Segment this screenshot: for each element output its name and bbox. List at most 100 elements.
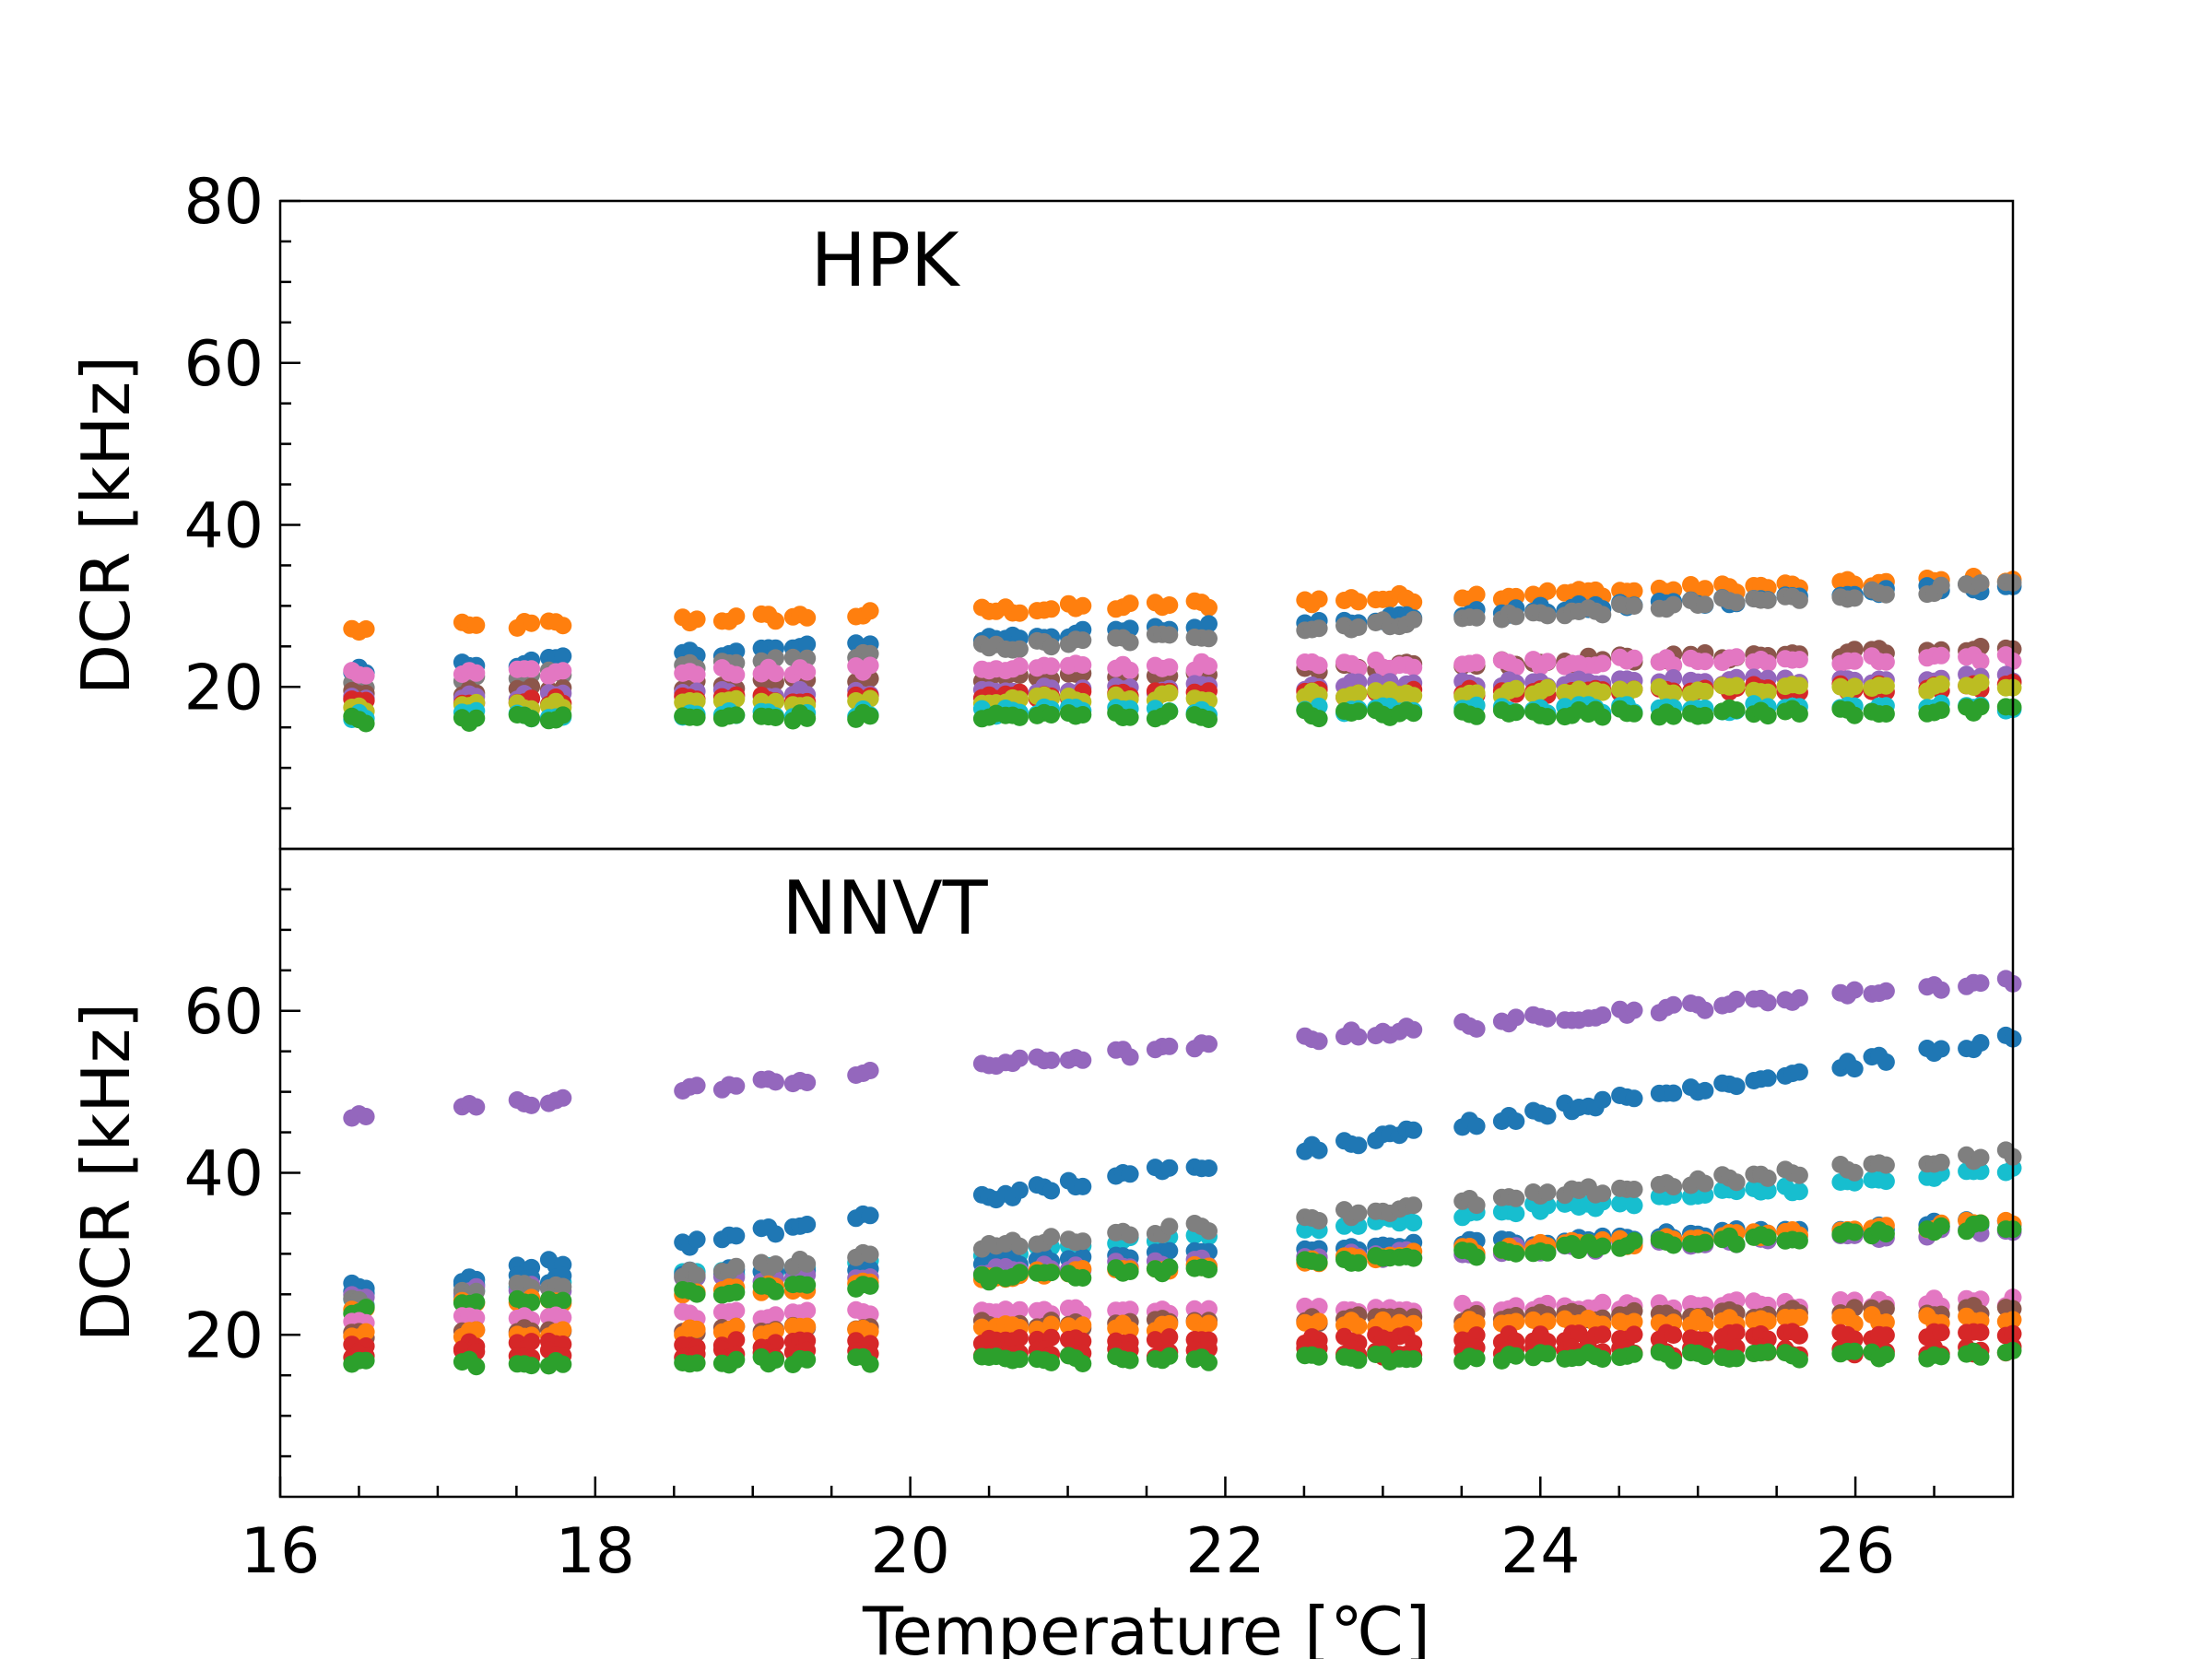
nnvt-point-s0-t4-2	[688, 1077, 706, 1095]
hpk-ticks: 20 40 60 80	[183, 166, 300, 810]
hpk-point-s4-t12-2	[1074, 656, 1092, 674]
hpk-point-s9-t16-2	[1310, 710, 1328, 728]
nnvt-point-s1-t20-2	[1467, 1117, 1486, 1135]
hpk-point-s9-t22-2	[1538, 708, 1557, 726]
nnvt-point-s7-t3-2	[554, 1291, 572, 1310]
hpk-point-s7-t26-2	[1665, 684, 1683, 702]
nnvt-point-s0-t3-2	[554, 1088, 572, 1107]
hpk-point-s2-t30-2	[1790, 591, 1808, 609]
hpk-point-s0-t7-2	[798, 608, 817, 627]
nnvt-point-s7-t30-2	[1790, 1231, 1808, 1250]
nnvt-point-s5-t10-2	[1010, 1237, 1029, 1255]
nnvt-point-s13-t14-2	[1160, 1347, 1179, 1365]
hpk-point-s2-t19-2	[1405, 610, 1423, 629]
nnvt-point-s0-t5-2	[727, 1077, 746, 1095]
nnvt-point-s5-t13-2	[1121, 1226, 1139, 1244]
hpk-point-s0-t0-2	[357, 620, 375, 638]
nnvt-point-s0-t8-2	[861, 1062, 879, 1079]
nnvt-point-s11-t28-2	[1727, 1324, 1746, 1342]
hpk-point-s4-t24-2	[1594, 654, 1612, 673]
nnvt-point-s13-t12-2	[1074, 1355, 1092, 1372]
hpk-point-s9-t4-2	[688, 708, 706, 726]
nnvt-point-s13-t13-2	[1121, 1351, 1139, 1370]
nnvt-point-s0-t27-2	[1696, 1001, 1714, 1019]
nnvt-point-s0-t11-2	[1042, 1051, 1061, 1069]
nnvt-point-s0-t24-2	[1594, 1006, 1612, 1024]
nnvt-point-s13-t8-2	[861, 1355, 879, 1373]
hpk-point-s2-t24-2	[1594, 606, 1612, 624]
hpk-point-s4-t4-2	[688, 665, 706, 684]
hpk-point-s2-t15-2	[1200, 629, 1218, 648]
nnvt-point-s11-t10-2	[1010, 1329, 1029, 1347]
hpk-point-s9-t13-2	[1121, 708, 1139, 726]
nnvt-point-s0-t25-2	[1625, 1001, 1643, 1019]
nnvt-point-s7-t26-2	[1665, 1236, 1683, 1254]
nnvt-point-s5-t7-2	[798, 1254, 817, 1273]
hpk-point-s0-t16-2	[1310, 590, 1328, 608]
nnvt-point-s13-t11-2	[1042, 1353, 1061, 1371]
nnvt-point-s0-t34-2	[1971, 974, 1990, 993]
nnvt-point-s0-t20-2	[1467, 1019, 1486, 1038]
hpk-point-s4-t25-2	[1625, 649, 1643, 667]
hpk-point-s4-t31-2	[1845, 652, 1864, 670]
hpk-point-s4-t6-2	[767, 665, 784, 683]
nnvt-point-s11-t2-2	[523, 1333, 541, 1351]
nnvt-point-s11-t25-2	[1625, 1325, 1643, 1344]
hpk-point-s7-t24-2	[1594, 683, 1612, 701]
nnvt-point-s7-t10-2	[1010, 1264, 1029, 1282]
hpk-point-s9-t28-2	[1727, 701, 1746, 719]
nnvt-point-s11-t33-2	[1932, 1324, 1950, 1342]
hpk-point-s2-t22-2	[1538, 606, 1557, 625]
hpk-point-s0-t17-2	[1349, 593, 1368, 611]
nnvt-point-s0-t6-2	[767, 1073, 784, 1091]
hpk-point-s0-t22-2	[1538, 582, 1557, 600]
hpk-point-s4-t26-2	[1665, 656, 1683, 675]
hpk-point-s9-t32-2	[1877, 705, 1895, 723]
nnvt-point-s7-t20-2	[1467, 1248, 1486, 1266]
nnvt-point-s0-t30-2	[1790, 989, 1808, 1007]
nnvt-point-s1-t8-2	[861, 1206, 879, 1225]
nnvt-point-s5-t15-2	[1200, 1222, 1218, 1241]
nnvt-point-s10-t12-2	[1074, 1316, 1092, 1335]
x-tick-label: 26	[1816, 1515, 1896, 1588]
nnvt-point-s7-t1-2	[467, 1293, 486, 1312]
nnvt-point-s7-t15-2	[1200, 1261, 1218, 1278]
nnvt-point-s1-t15-2	[1200, 1159, 1218, 1177]
nnvt-point-s13-t33-2	[1932, 1347, 1950, 1366]
nnvt-point-s8-t1-2	[467, 1309, 486, 1327]
nnvt-point-s5-t14-2	[1160, 1218, 1179, 1236]
nnvt-point-s10-t13-2	[1121, 1321, 1139, 1339]
nnvt-point-s7-t6-2	[767, 1282, 784, 1300]
hpk-point-s4-t11-2	[1042, 657, 1061, 676]
hpk-point-s9-t17-2	[1349, 702, 1368, 721]
nnvt-point-s10-t27-2	[1696, 1315, 1714, 1334]
nnvt-point-s0-t28-2	[1727, 990, 1746, 1008]
nnvt-point-s7-t34-2	[1971, 1214, 1990, 1232]
nnvt-point-s2-t19-2	[1405, 1214, 1423, 1232]
nnvt-point-s5-t33-2	[1932, 1153, 1950, 1171]
hpk-point-s0-t13-2	[1121, 594, 1139, 613]
nnvt-point-s13-t25-2	[1625, 1345, 1643, 1363]
hpk-point-s9-t25-2	[1625, 704, 1643, 723]
nnvt-point-s10-t20-2	[1467, 1314, 1486, 1332]
nnvt-point-s5-t29-2	[1759, 1169, 1777, 1187]
nnvt-point-s5-t20-2	[1467, 1196, 1486, 1215]
nnvt-point-s1-t32-2	[1877, 1053, 1895, 1071]
nnvt-point-s13-t15-2	[1200, 1353, 1218, 1371]
hpk-point-s7-t21-2	[1507, 679, 1525, 698]
hpk-point-s7-t33-2	[1932, 675, 1950, 693]
nnvt-point-s1-t4-2	[688, 1230, 706, 1249]
nnvt-point-s0-t12-2	[1074, 1051, 1092, 1069]
nnvt-point-s13-t4-2	[688, 1354, 706, 1372]
nnvt-point-s1-t26-2	[1665, 1084, 1683, 1102]
nnvt-point-s8-t8-2	[861, 1305, 879, 1324]
nnvt-point-s5-t3-2	[554, 1277, 572, 1296]
hpk-point-s9-t15-2	[1200, 711, 1218, 728]
nnvt-point-s13-t32-2	[1877, 1346, 1895, 1364]
nnvt-point-s2-t21-2	[1507, 1205, 1525, 1223]
nnvt-point-s5-t27-2	[1696, 1174, 1714, 1193]
hpk-point-s4-t29-2	[1759, 654, 1777, 672]
nnvt-point-s5-t24-2	[1594, 1184, 1612, 1203]
